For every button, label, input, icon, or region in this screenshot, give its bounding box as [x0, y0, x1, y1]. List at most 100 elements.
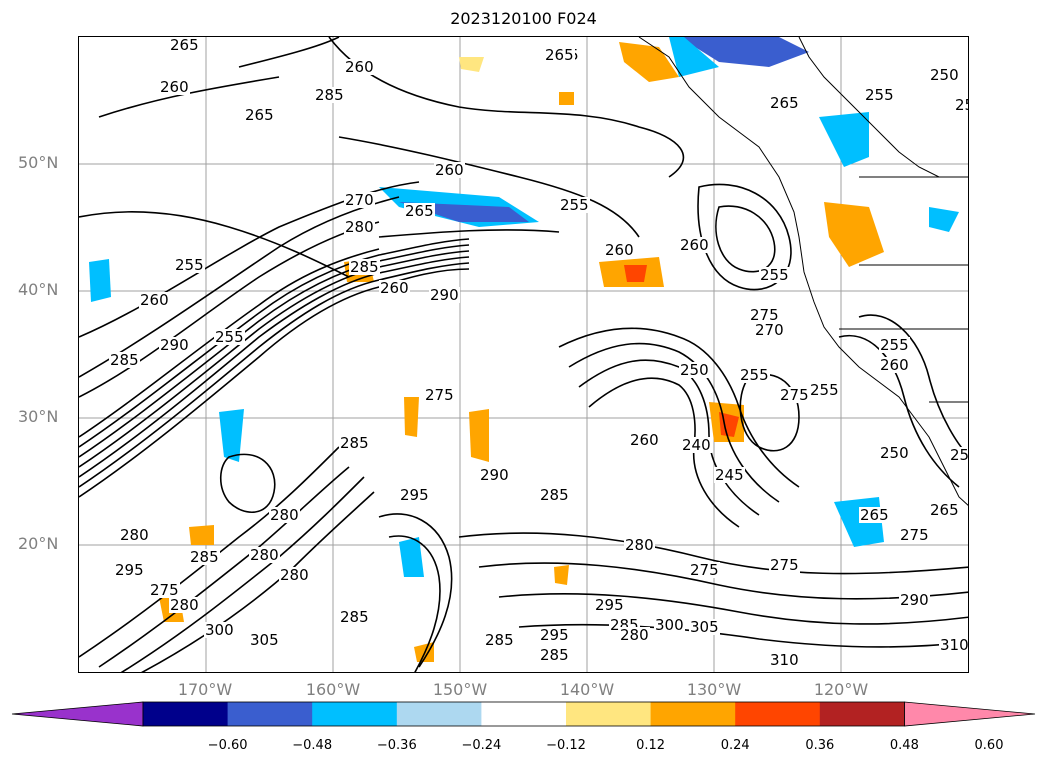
- colorbar-tick-label: 0.12: [636, 738, 666, 753]
- colorbar-bin: [481, 702, 567, 726]
- lon-label-130w: 130°W: [686, 680, 742, 699]
- contour-label: 280: [269, 506, 300, 524]
- contour-label: 275: [779, 386, 810, 404]
- contour-label: 285: [484, 631, 515, 649]
- colorbar-frame: [142, 701, 905, 727]
- lon-label-140w: 140°W: [559, 680, 615, 699]
- contour-label: 265: [404, 202, 435, 220]
- contour-label: 295: [114, 561, 145, 579]
- contour-label: 265: [859, 506, 890, 524]
- contour-lines: [79, 37, 968, 672]
- contour-label: 285: [109, 351, 140, 369]
- colorbar-tick-label: 0.48: [889, 738, 919, 753]
- contour-label: 255: [879, 336, 910, 354]
- contour-label: 275: [749, 306, 780, 324]
- contour-label: 255: [174, 256, 205, 274]
- lon-label-170w: 170°W: [177, 680, 233, 699]
- colorbar-bin: [566, 702, 652, 726]
- contour-label: 250: [879, 444, 910, 462]
- colorbar-bin: [143, 702, 229, 726]
- contour-label: 260: [344, 58, 375, 76]
- contour-label: 260: [379, 279, 410, 297]
- colorbar: [11, 701, 1036, 727]
- contour-label: 275: [149, 581, 180, 599]
- lon-label-150w: 150°W: [432, 680, 488, 699]
- contour-label: 305: [249, 631, 280, 649]
- lon-label-160w: 160°W: [305, 680, 361, 699]
- colorbar-arrow-left: [11, 701, 144, 727]
- contour-label: 285: [339, 608, 370, 626]
- lat-label-30n: 30°N: [18, 407, 59, 426]
- contour-label: 250: [949, 447, 968, 463]
- contour-label: 245: [714, 466, 745, 484]
- contour-label: 260: [434, 161, 465, 179]
- contour-label: 250: [679, 361, 710, 379]
- contour-label: 255: [739, 366, 770, 384]
- contour-label: 255: [864, 86, 895, 104]
- contour-label: 280: [344, 218, 375, 236]
- contour-label: 255: [559, 196, 590, 214]
- contour-label: 280: [619, 626, 650, 644]
- contour-label: 280: [624, 536, 655, 554]
- contour-label: 285: [349, 258, 380, 276]
- colorbar-tick-label: −0.12: [546, 738, 586, 753]
- contour-label: 255: [809, 381, 840, 399]
- colorbar-bin: [819, 702, 905, 726]
- contour-label: 255: [759, 266, 790, 284]
- coastlines: [638, 37, 968, 506]
- colorbar-bin: [735, 702, 821, 726]
- contour-label: 295: [399, 486, 430, 504]
- contour-label: 255: [954, 97, 968, 113]
- contour-label: 280: [169, 596, 200, 614]
- contour-label: 290: [429, 286, 460, 304]
- map-title: 2023120100 F024: [450, 9, 597, 28]
- colorbar-tick-label: −0.24: [461, 738, 502, 753]
- contour-label: 280: [279, 566, 310, 584]
- contour-label: 240: [681, 436, 712, 454]
- contour-label: 285: [189, 548, 220, 566]
- map-canvas: [79, 37, 968, 672]
- map-panel: 2652602652652852652602502652552602552702…: [78, 36, 969, 673]
- contour-label: 260: [604, 241, 635, 259]
- contour-label: 295: [594, 596, 625, 614]
- contour-label: 265: [769, 94, 800, 112]
- contour-label: 290: [479, 466, 510, 484]
- lon-label-120w: 120°W: [813, 680, 869, 699]
- colorbar-tick-label: 0.24: [720, 738, 750, 753]
- contour-label: 275: [899, 526, 930, 544]
- contour-label: 260: [879, 356, 910, 374]
- colorbar-tick-label: 0.36: [805, 738, 835, 753]
- contour-label: 275: [424, 386, 455, 404]
- contour-label: 290: [159, 336, 190, 354]
- colorbar-tick-label: −0.60: [207, 738, 248, 753]
- contour-label: 310: [939, 636, 969, 654]
- contour-label: 265: [244, 106, 275, 124]
- colorbar-arrow-right: [904, 701, 1036, 727]
- contour-label: 285: [539, 486, 570, 504]
- contour-label: 285: [539, 646, 570, 664]
- contour-label: 260: [139, 291, 170, 309]
- contour-label: 265: [169, 36, 200, 54]
- colorbar-tick-label: −0.48: [292, 738, 333, 753]
- lat-label-40n: 40°N: [18, 280, 59, 299]
- contour-label: 310: [769, 651, 800, 669]
- contour-label: 260: [629, 431, 660, 449]
- contour-label: 285: [339, 434, 370, 452]
- colorbar-tick-label: −0.36: [376, 738, 417, 753]
- colorbar-bin: [396, 702, 482, 726]
- contour-label: 285: [314, 86, 345, 104]
- lat-label-50n: 50°N: [18, 153, 59, 172]
- contour-label: 300: [204, 621, 235, 639]
- contour-label: 255: [214, 328, 245, 346]
- contour-label: 275: [769, 556, 800, 574]
- colorbar-bin: [312, 702, 398, 726]
- colorbar-bin: [227, 702, 313, 726]
- colorbar-tick-label: 0.60: [974, 738, 1004, 753]
- contour-label: 260: [679, 236, 710, 254]
- shaded-field: [89, 37, 959, 662]
- contour-label: 265: [929, 501, 960, 519]
- colorbar-bin: [650, 702, 736, 726]
- contour-label: 300: [654, 616, 685, 634]
- contour-label: 275: [689, 561, 720, 579]
- contour-label: 260: [159, 78, 190, 96]
